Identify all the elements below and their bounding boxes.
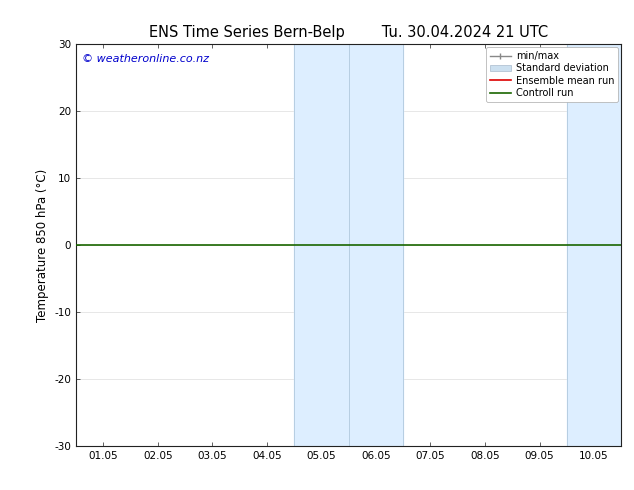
Bar — [349, 44, 403, 446]
Bar — [567, 44, 621, 446]
Bar — [294, 44, 349, 446]
Y-axis label: Temperature 850 hPa (°C): Temperature 850 hPa (°C) — [36, 169, 49, 321]
Legend: min/max, Standard deviation, Ensemble mean run, Controll run: min/max, Standard deviation, Ensemble me… — [486, 47, 618, 102]
Text: © weatheronline.co.nz: © weatheronline.co.nz — [82, 54, 209, 64]
Title: ENS Time Series Bern-Belp        Tu. 30.04.2024 21 UTC: ENS Time Series Bern-Belp Tu. 30.04.2024… — [149, 25, 548, 40]
